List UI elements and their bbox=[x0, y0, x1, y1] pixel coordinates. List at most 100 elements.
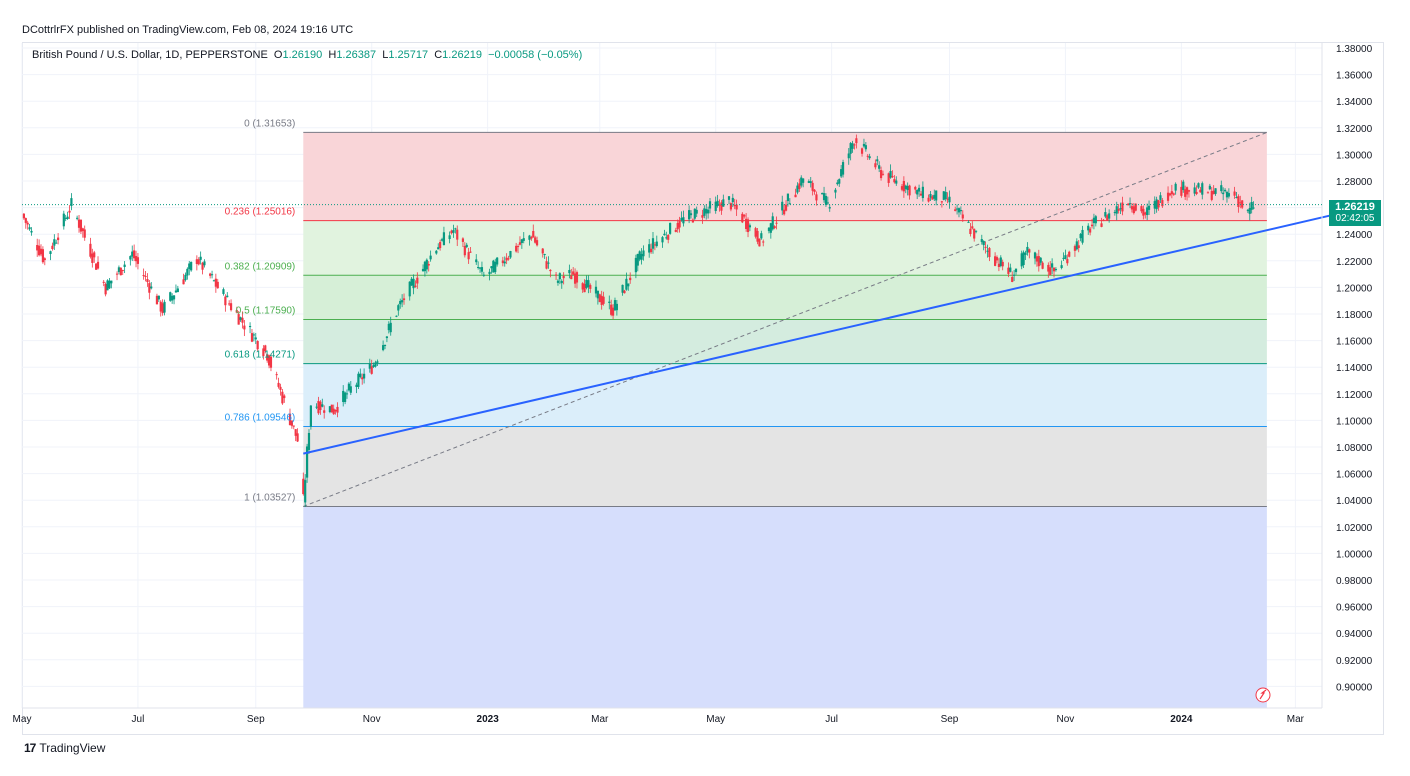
candle-body bbox=[1227, 193, 1230, 197]
candle-body bbox=[906, 185, 909, 191]
candle-body bbox=[1075, 241, 1078, 250]
candle-body bbox=[254, 337, 257, 340]
candle-body bbox=[917, 187, 921, 192]
candle-body bbox=[1064, 255, 1067, 259]
candle-body bbox=[467, 252, 470, 260]
price-tick-label: 0.94000 bbox=[1336, 629, 1373, 640]
candle-body bbox=[38, 245, 41, 256]
candle-body bbox=[1089, 228, 1092, 233]
candle-body bbox=[1208, 185, 1211, 190]
candle-body bbox=[174, 290, 178, 293]
candle-body bbox=[252, 334, 255, 336]
trendline-line[interactable] bbox=[303, 214, 1331, 455]
candle-body bbox=[959, 210, 962, 212]
candle-body bbox=[887, 173, 890, 183]
trendline[interactable] bbox=[303, 214, 1331, 455]
candle-body bbox=[30, 230, 33, 233]
candle-body bbox=[469, 251, 472, 253]
candle-body bbox=[332, 408, 335, 415]
candle-body bbox=[705, 209, 708, 214]
tradingview-footer[interactable]: 17 TradingView bbox=[24, 741, 105, 755]
candle-body bbox=[984, 246, 987, 248]
low-label: L bbox=[382, 49, 389, 61]
candle-body bbox=[24, 218, 27, 223]
candle-body bbox=[224, 296, 227, 306]
candle-body bbox=[522, 238, 525, 241]
candle-body bbox=[363, 373, 366, 379]
candle-body bbox=[496, 257, 499, 265]
candle-body bbox=[477, 266, 480, 268]
candle-body bbox=[556, 280, 560, 283]
candle-body bbox=[106, 280, 109, 291]
candle-body bbox=[1214, 188, 1217, 194]
candle-body bbox=[554, 274, 558, 276]
candle-body bbox=[1161, 200, 1164, 207]
candle-body bbox=[209, 273, 212, 276]
candle-body bbox=[163, 301, 166, 313]
candle-body bbox=[729, 203, 733, 210]
candle-body bbox=[319, 401, 322, 411]
alert-icon[interactable] bbox=[1255, 687, 1271, 703]
candle-body bbox=[940, 201, 943, 203]
candle-body bbox=[783, 209, 786, 215]
time-tick-label: 2023 bbox=[477, 714, 500, 725]
candle-body bbox=[581, 283, 584, 290]
candle-body bbox=[1119, 208, 1122, 210]
time-tick-label: Mar bbox=[591, 714, 609, 725]
candle-body bbox=[79, 219, 83, 232]
candle-body bbox=[150, 286, 153, 289]
candle-body bbox=[1026, 246, 1029, 253]
candle-body bbox=[520, 239, 523, 244]
candle-body bbox=[368, 363, 371, 369]
candle-body bbox=[1172, 193, 1175, 195]
fib-zone-below-1 bbox=[303, 506, 1267, 708]
candle-body bbox=[587, 280, 590, 288]
candle-body bbox=[1022, 252, 1025, 266]
candle-body bbox=[195, 259, 198, 264]
candle-body bbox=[41, 249, 45, 263]
candle-body bbox=[570, 275, 573, 280]
candle-body bbox=[1092, 217, 1096, 224]
fib-labels: 0 (1.31653) 0.236 (1.25016) 0.382 (1.20909… bbox=[225, 118, 296, 503]
price-axis[interactable]: 1.38000 1.36000 1.34000 1.32000 1.30000 1.280… bbox=[1321, 43, 1373, 708]
candle-body bbox=[1106, 215, 1109, 221]
price-tick-label: 0.90000 bbox=[1336, 682, 1373, 693]
candle-body bbox=[933, 194, 936, 199]
candle-body bbox=[176, 288, 179, 293]
candle-body bbox=[1147, 205, 1151, 210]
candle-body bbox=[674, 229, 677, 232]
candle-body bbox=[758, 238, 761, 247]
price-tick-label: 1.18000 bbox=[1336, 310, 1373, 321]
candle-body bbox=[573, 273, 577, 284]
candle-body bbox=[336, 406, 339, 413]
candle-body bbox=[148, 283, 151, 293]
candle-body bbox=[663, 233, 666, 236]
candle-body bbox=[900, 186, 904, 190]
time-tick-label: Mar bbox=[1287, 714, 1305, 725]
candle-body bbox=[611, 307, 615, 316]
candle-body bbox=[623, 290, 626, 294]
candle-body bbox=[416, 277, 419, 284]
candle-body bbox=[919, 193, 923, 196]
candle-body bbox=[1128, 203, 1132, 205]
candle-body bbox=[849, 143, 852, 154]
candle-body bbox=[133, 250, 136, 259]
time-axis[interactable]: May Jul Sep Nov 2023 Mar May Jul Sep Nov 2024 Mar bbox=[13, 707, 1322, 725]
candle-body bbox=[741, 213, 744, 223]
candle-body bbox=[834, 189, 837, 193]
candle-body bbox=[264, 345, 267, 351]
last-price: 1.26219 bbox=[1335, 201, 1375, 213]
candle-body bbox=[36, 244, 39, 251]
candle-body bbox=[235, 310, 238, 313]
candle-body bbox=[83, 229, 86, 238]
candle-body bbox=[494, 261, 497, 273]
candle-body bbox=[53, 239, 56, 246]
candle-body bbox=[895, 180, 898, 184]
symbol-legend: British Pound / U.S. Dollar, 1D, PEPPERS… bbox=[32, 49, 582, 61]
candle-body bbox=[667, 234, 670, 240]
candle-body bbox=[355, 384, 358, 387]
candle-body bbox=[1184, 189, 1187, 197]
brand-name: TradingView bbox=[39, 741, 106, 755]
candle-body bbox=[967, 221, 970, 223]
